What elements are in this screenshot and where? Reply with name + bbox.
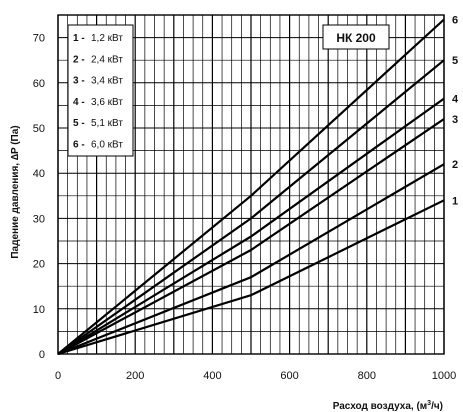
series-label-4: 4 [452,94,459,106]
series-label-6: 6 [452,15,458,27]
series-label-5: 5 [452,55,458,67]
x-tick-labels: 0 200 400 600 800 1000 [55,370,456,382]
y-tick-label: 10 [33,304,45,316]
plot-border [57,14,445,355]
series-line-2 [57,163,445,356]
model-label: НК 200 [336,31,376,45]
x-tick-label: 1000 [432,370,456,382]
series-lines [57,18,445,356]
series-line-5 [57,59,445,355]
series-label-3: 3 [452,114,458,126]
legend-item-value: 2,4 кВт [91,54,123,65]
y-axis-title: Падение давления, ∆P (Па) [10,125,21,258]
y-tick-labels: 0 10 20 30 40 50 60 70 [33,33,45,361]
x-tick-label: 200 [126,370,144,382]
legend-item-number: 6 - [73,140,85,151]
x-tick-label: 800 [358,370,376,382]
legend-item-value: 5,1 кВт [91,118,123,129]
legend-item-number: 5 - [73,118,85,129]
series-end-labels: 1 2 3 4 5 6 [452,15,459,208]
model-box: НК 200 [322,24,390,50]
y-tick-label: 0 [39,349,45,361]
legend-item-value: 3,4 кВт [91,76,123,87]
legend-item-number: 1 - [73,33,85,44]
y-tick-label: 50 [33,123,45,135]
series-label-1: 1 [452,195,458,207]
series-line-1 [57,199,445,356]
legend-item-number: 2 - [73,54,85,65]
legend-item-number: 3 - [73,76,85,87]
legend-item-value: 1,2 кВт [91,33,123,44]
series-line-4 [57,97,445,355]
x-axis-title: Расход воздуха, (м3/ч) [333,400,443,412]
legend-item-value: 3,6 кВт [91,97,123,108]
legend-item-number: 4 - [73,97,85,108]
legend-item-value: 6,0 кВт [91,140,123,151]
legend-box [67,24,134,157]
y-tick-label: 40 [33,168,45,180]
x-tick-label: 0 [55,370,61,382]
x-tick-label: 400 [203,370,221,382]
series-line-3 [57,118,445,355]
y-tick-label: 70 [33,33,45,45]
x-tick-label: 600 [280,370,298,382]
y-tick-label: 60 [33,78,45,90]
y-tick-label: 20 [33,259,45,271]
legend: 1 - 1,2 кВт 2 - 2,4 кВт 3 - 3,4 кВт 4 - 3,6 кВт… [67,24,134,157]
y-tick-label: 30 [33,213,45,225]
series-label-2: 2 [452,159,458,171]
series-line-6 [57,18,445,355]
